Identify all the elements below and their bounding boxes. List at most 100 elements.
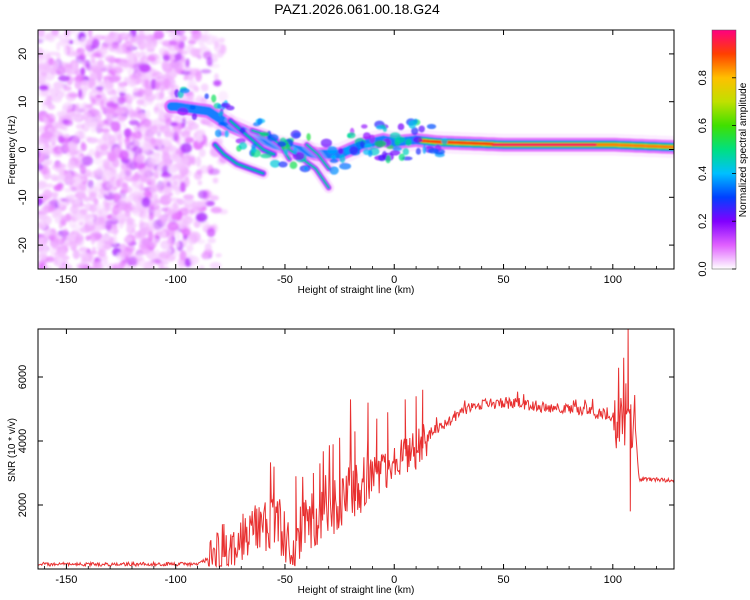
spectrogram-cell xyxy=(220,44,227,55)
spectrogram-cell xyxy=(152,183,163,191)
spectrogram-cell xyxy=(90,98,96,106)
snr-x-tick-label: -150 xyxy=(55,574,77,586)
spectrogram-cell xyxy=(104,118,114,126)
spectrogram-cell xyxy=(161,73,172,82)
spectrogram-blob xyxy=(306,133,311,142)
spectrogram-blob xyxy=(239,127,246,134)
spectrogram-cell xyxy=(79,221,84,226)
spectrogram-cell xyxy=(91,231,102,239)
spectrogram-cell xyxy=(171,213,178,221)
spectrogram-x-tick-label: -50 xyxy=(277,274,293,286)
spectrogram-cell xyxy=(145,119,156,126)
spectrogram-cell xyxy=(90,236,96,245)
spectrogram-cell xyxy=(179,181,186,193)
spectrogram-cell xyxy=(193,86,200,93)
spectrogram-cell xyxy=(174,52,182,61)
spectrogram-cell xyxy=(200,69,212,74)
spectrogram-cell xyxy=(51,126,58,133)
spectrogram-cell xyxy=(80,142,87,152)
spectrogram-cell xyxy=(74,235,85,241)
spectrogram-cell xyxy=(181,116,187,127)
spectrogram-cell xyxy=(97,249,107,257)
spectrogram-cell xyxy=(50,236,59,247)
spectrogram-cell xyxy=(112,262,123,269)
spectrogram-cell xyxy=(123,236,133,244)
spectrogram-cell xyxy=(78,88,83,98)
spectrogram-cell xyxy=(144,79,152,89)
spectrogram-cell xyxy=(42,169,51,180)
spectrogram-cell xyxy=(183,75,189,81)
spectrogram-cell xyxy=(68,93,79,98)
spectrogram-blob xyxy=(331,154,337,161)
spectrogram-cell xyxy=(187,122,200,130)
spectrogram-cell xyxy=(93,260,103,269)
spectrogram-cell xyxy=(168,30,175,33)
spectrogram-blob xyxy=(269,159,281,168)
spectrogram-cell xyxy=(81,254,94,264)
spectrogram-cell xyxy=(46,159,53,165)
spectrogram-cell xyxy=(187,79,197,89)
spectrogram-cell xyxy=(115,179,121,188)
spectrogram-cell xyxy=(155,166,162,176)
spectrogram-cell xyxy=(122,182,129,189)
spectrogram-cell xyxy=(123,40,133,49)
spectrogram-blob xyxy=(289,161,298,170)
spectrogram-cell xyxy=(64,187,72,193)
spectrogram-cell xyxy=(179,250,187,261)
spectrogram-blob xyxy=(191,113,198,121)
spectrogram-blob xyxy=(224,130,230,138)
spectrogram-blob xyxy=(349,146,359,155)
spectrogram-cell xyxy=(197,180,203,186)
spectrogram-blob xyxy=(411,127,419,136)
spectrogram-cell xyxy=(42,131,54,139)
spectrogram-cell xyxy=(161,60,170,71)
spectrogram-cell xyxy=(200,83,209,92)
spectrogram-y-label: Frequency (Hz) xyxy=(7,116,18,185)
spectrogram-cell xyxy=(209,262,222,269)
spectrogram-cell xyxy=(213,79,222,87)
spectrogram-cell xyxy=(117,133,124,145)
spectrogram-cell xyxy=(38,30,45,38)
spectrogram-cell xyxy=(72,107,83,117)
spectrogram-cell xyxy=(100,99,105,111)
spectrogram-cell xyxy=(139,244,150,250)
colorbar-tick-label: 0.2 xyxy=(697,214,709,229)
snr-x-tick-label: -100 xyxy=(165,574,187,586)
spectrogram-cell xyxy=(43,230,55,239)
spectrogram-cell xyxy=(122,32,134,39)
spectrogram-branch xyxy=(306,143,330,170)
spectrogram-cell xyxy=(163,131,174,138)
spectrogram-cell xyxy=(166,145,178,152)
spectrogram-cell xyxy=(150,154,161,165)
spectrogram-blob xyxy=(238,142,248,150)
spectrogram-cell xyxy=(134,162,146,170)
spectrogram-cell xyxy=(145,93,156,102)
spectrogram-cell xyxy=(117,115,127,122)
spectrogram-cell xyxy=(54,215,60,224)
spectrogram-blob xyxy=(361,124,368,129)
spectrogram-cell xyxy=(53,62,60,72)
spectrogram-y-tick-label: 10 xyxy=(17,96,29,108)
spectrogram-blob xyxy=(364,143,373,149)
spectrogram-cell xyxy=(71,203,80,215)
spectrogram-cell xyxy=(112,157,120,168)
spectrogram-cell xyxy=(70,186,78,192)
spectrogram-cell xyxy=(185,58,190,68)
spectrogram-cell xyxy=(38,222,43,230)
spectrogram-cell xyxy=(174,185,182,196)
spectrogram-cell xyxy=(212,177,219,184)
spectrogram-cell xyxy=(106,107,115,115)
spectrogram-cell xyxy=(133,186,141,194)
spectrogram-blob xyxy=(329,166,339,175)
spectrogram-cell xyxy=(79,225,91,234)
snr-y-label: SNR (10 * v/v) xyxy=(7,418,18,482)
spectrogram-cell xyxy=(55,167,65,174)
spectrogram-cell xyxy=(118,212,126,220)
spectrogram-blob xyxy=(304,166,309,171)
spectrogram-cell xyxy=(108,43,119,53)
spectrogram-cell xyxy=(100,186,105,196)
spectrogram-cell xyxy=(121,87,127,93)
spectrogram-blob xyxy=(374,140,387,148)
snr-x-tick-label: 0 xyxy=(391,574,397,586)
spectrogram-cell xyxy=(164,206,171,217)
